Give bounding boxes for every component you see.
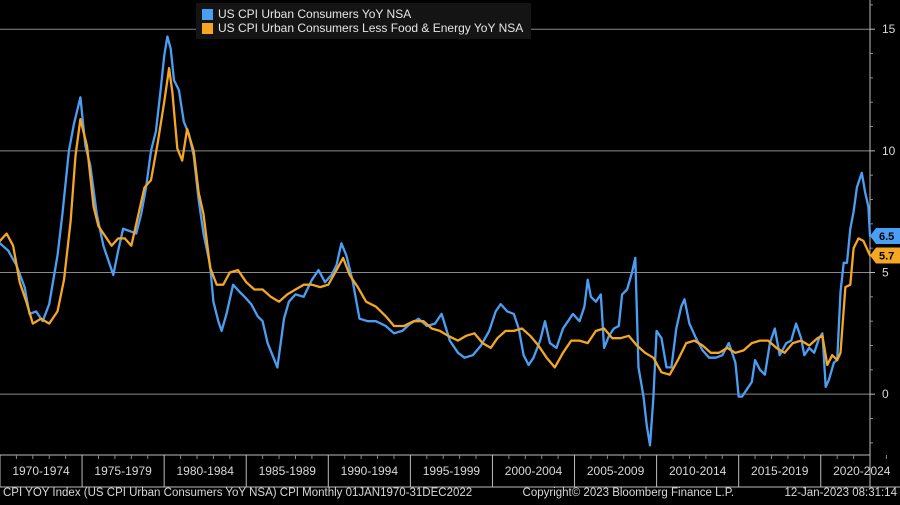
last-value-tag-cpi: 6.5 [870,228,900,245]
y-axis: 0 5 10 15 [869,0,896,487]
x-tick-label: 1985-1989 [259,464,317,478]
legend-item-core-cpi: US CPI Urban Consumers Less Food & Energ… [202,21,523,35]
tag-background [870,247,900,264]
x-tick-label: 1980-1984 [176,464,234,478]
x-tick-label: 2020-2024 [833,464,891,478]
y-tick-label: 0 [882,387,889,401]
x-tick-label: 1975-1979 [94,464,152,478]
x-tick-label: 1990-1994 [341,464,399,478]
series-lines [0,35,872,447]
y-tick-label: 10 [882,144,896,158]
footer-copyright: Copyright© 2023 Bloomberg Finance L.P. [522,487,735,499]
x-axis: 1970-1974 1975-1979 1980-1984 1985-1989 1990… [0,454,900,488]
tag-label: 6.5 [879,231,894,243]
series-line-cpi [0,35,872,447]
last-value-tag-core-cpi: 5.7 [870,247,900,264]
y-tick-label: 5 [882,266,889,280]
legend-swatch-orange [202,22,213,34]
legend-item-cpi: US CPI Urban Consumers YoY NSA [202,7,523,21]
footer-bar: CPI YOY Index (US CPI Urban Consumers Yo… [0,487,900,505]
x-tick-label: 2015-2019 [751,464,809,478]
legend-swatch-blue [202,8,213,20]
y-tick-label: 15 [882,22,896,36]
legend-label-core-cpi: US CPI Urban Consumers Less Food & Energ… [218,21,524,35]
legend: US CPI Urban Consumers YoY NSA US CPI Ur… [196,3,532,39]
series-line-core-cpi [0,66,872,376]
x-tick-label: 2010-2014 [669,464,727,478]
last-value-tags: 6.5 5.7 [870,228,900,264]
footer-series-info: CPI YOY Index (US CPI Urban Consumers Yo… [3,487,473,499]
x-tick-label: 2000-2004 [505,464,563,478]
tag-background [870,228,900,245]
x-tick-label: 1970-1974 [12,464,70,478]
x-tick-label: 1995-1999 [423,464,481,478]
footer-timestamp: 12-Jan-2023 08:31:14 [784,487,897,499]
x-tick-label: 2005-2009 [587,464,645,478]
legend-label-cpi: US CPI Urban Consumers YoY NSA [218,7,412,21]
tag-label: 5.7 [879,250,894,262]
